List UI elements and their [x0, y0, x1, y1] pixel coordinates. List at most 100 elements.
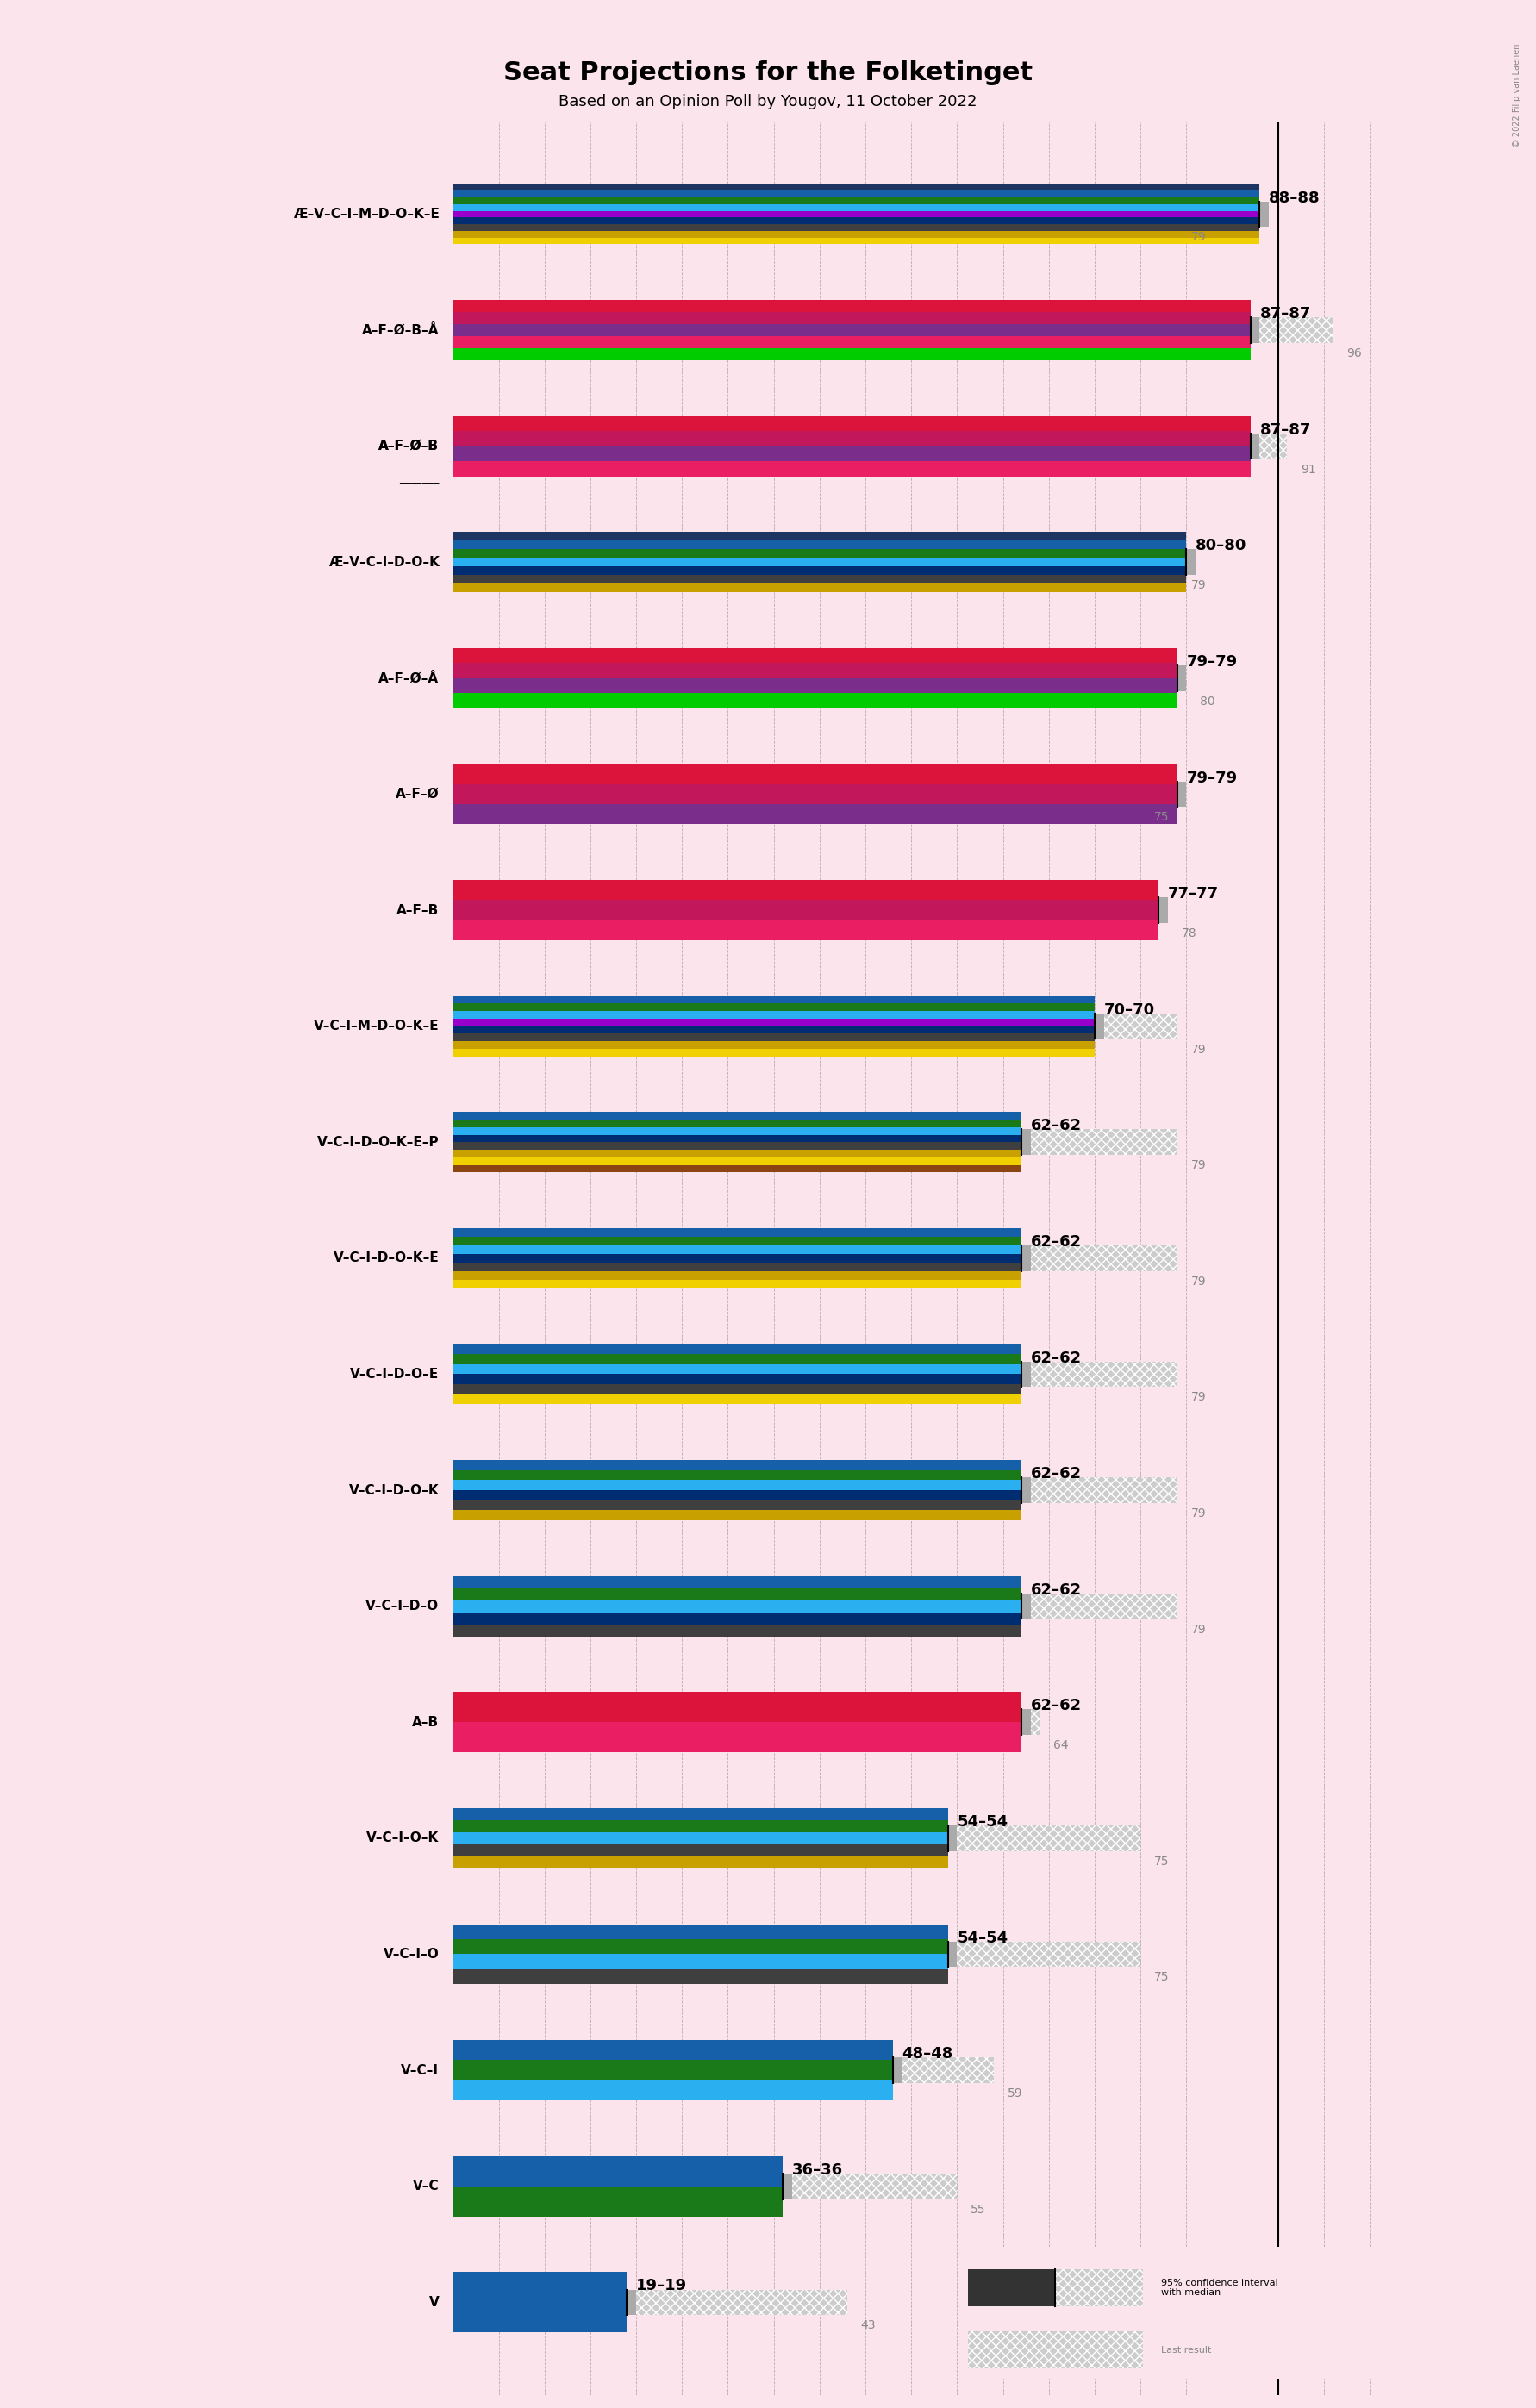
Bar [453, 1158, 1021, 1165]
Bar [1021, 1710, 1031, 1736]
Bar [453, 785, 1177, 804]
Text: 88–88: 88–88 [1269, 190, 1321, 205]
Bar [453, 202, 1177, 226]
Bar [948, 1825, 957, 1852]
Bar [453, 1491, 1021, 1500]
Text: V–C–I–D–O–E: V–C–I–D–O–E [350, 1368, 439, 1380]
Text: 87–87: 87–87 [1260, 421, 1310, 438]
Bar [453, 231, 1260, 238]
Text: 55: 55 [971, 2203, 986, 2215]
Bar [453, 1613, 1021, 1625]
Text: V: V [429, 2295, 439, 2309]
Bar [453, 1594, 1177, 1618]
Bar [453, 1014, 1177, 1038]
Bar [453, 238, 1260, 243]
Bar [453, 763, 1177, 785]
Bar [453, 1625, 1021, 1637]
Bar [453, 679, 1177, 694]
Bar [453, 1050, 1095, 1057]
Bar [453, 879, 1158, 901]
Text: © 2022 Filip van Laenen: © 2022 Filip van Laenen [1513, 43, 1522, 147]
Bar [453, 1385, 1021, 1394]
Text: 79: 79 [1190, 1392, 1206, 1404]
Bar [453, 665, 1186, 691]
Bar [453, 1825, 1141, 1852]
Bar [453, 1019, 1095, 1026]
Bar [783, 2174, 793, 2199]
Text: V–C–I–D–O–K–E: V–C–I–D–O–K–E [333, 1252, 439, 1264]
Bar [453, 1238, 1021, 1245]
Bar [453, 1040, 1095, 1050]
Text: A–F–Ø–B: A–F–Ø–B [379, 441, 439, 453]
Bar [453, 662, 1177, 679]
Bar [1250, 318, 1260, 342]
Text: V–C–I–D–O–K–E–P: V–C–I–D–O–K–E–P [316, 1137, 439, 1149]
Bar [453, 1271, 1021, 1279]
Text: A–F–Ø–B–Å: A–F–Ø–B–Å [362, 323, 439, 337]
Text: 59: 59 [1008, 2088, 1023, 2100]
Text: 79–79: 79–79 [1186, 771, 1238, 785]
Bar [453, 583, 1186, 592]
Text: Based on an Opinion Poll by Yougov, 11 October 2022: Based on an Opinion Poll by Yougov, 11 O… [559, 94, 977, 108]
Bar [453, 1820, 948, 1832]
Bar [453, 1141, 1021, 1149]
Bar [453, 301, 1250, 313]
Bar [453, 1808, 948, 1820]
Text: 79: 79 [1190, 1043, 1206, 1055]
Bar [453, 1589, 1021, 1601]
Bar [968, 2268, 1143, 2307]
Text: 62–62: 62–62 [1031, 1351, 1081, 1365]
Bar [968, 2331, 1143, 2369]
Text: 43: 43 [860, 2319, 876, 2331]
Text: V–C–I–O–K: V–C–I–O–K [367, 1832, 439, 1845]
Bar [453, 325, 1250, 337]
Bar [453, 1955, 948, 1970]
Bar [1158, 898, 1167, 922]
Bar [453, 313, 1250, 325]
Bar [453, 190, 1260, 197]
Text: Æ–V–C–I–D–O–K: Æ–V–C–I–D–O–K [329, 556, 439, 568]
Bar [453, 2081, 892, 2100]
Text: 79: 79 [1190, 1158, 1206, 1170]
Text: 79: 79 [1190, 1623, 1206, 1635]
Text: A–F–B: A–F–B [396, 903, 439, 917]
Bar [453, 1255, 1021, 1262]
Text: 79–79: 79–79 [1186, 655, 1238, 669]
Bar [453, 1471, 1021, 1481]
Text: 78: 78 [1181, 927, 1197, 939]
Text: A–F–Ø–Å: A–F–Ø–Å [379, 672, 439, 684]
Bar [453, 1112, 1021, 1120]
Bar [453, 2174, 957, 2199]
Bar [1260, 202, 1269, 226]
Text: 19–19: 19–19 [636, 2278, 687, 2295]
Bar [453, 539, 1186, 549]
Bar [1186, 549, 1195, 576]
Bar [453, 1394, 1021, 1404]
Bar [453, 532, 1186, 539]
Bar [453, 212, 1260, 217]
Bar [453, 337, 1250, 349]
Bar [453, 1857, 948, 1869]
Bar [1177, 780, 1186, 807]
Text: 54–54: 54–54 [957, 1813, 1008, 1830]
Text: 79: 79 [1190, 1276, 1206, 1288]
Text: 80–80: 80–80 [1195, 537, 1247, 554]
Bar [453, 549, 1186, 559]
Text: 75: 75 [1154, 1857, 1169, 1869]
Bar [453, 1481, 1021, 1491]
Bar [948, 1941, 957, 1967]
Bar [1021, 1594, 1031, 1618]
Bar [453, 1710, 1040, 1736]
Bar [892, 2056, 902, 2083]
Bar [453, 1011, 1095, 1019]
Bar [453, 2186, 783, 2215]
Bar [453, 1365, 1021, 1375]
Text: V–C–I–M–D–O–K–E: V–C–I–M–D–O–K–E [313, 1019, 439, 1033]
Bar [453, 1129, 1177, 1156]
Text: 80: 80 [1200, 696, 1215, 708]
Text: 77–77: 77–77 [1167, 886, 1220, 901]
Bar [453, 1375, 1021, 1385]
Bar [453, 804, 1177, 824]
Text: 54–54: 54–54 [957, 1931, 1008, 1946]
Bar [453, 433, 1287, 460]
